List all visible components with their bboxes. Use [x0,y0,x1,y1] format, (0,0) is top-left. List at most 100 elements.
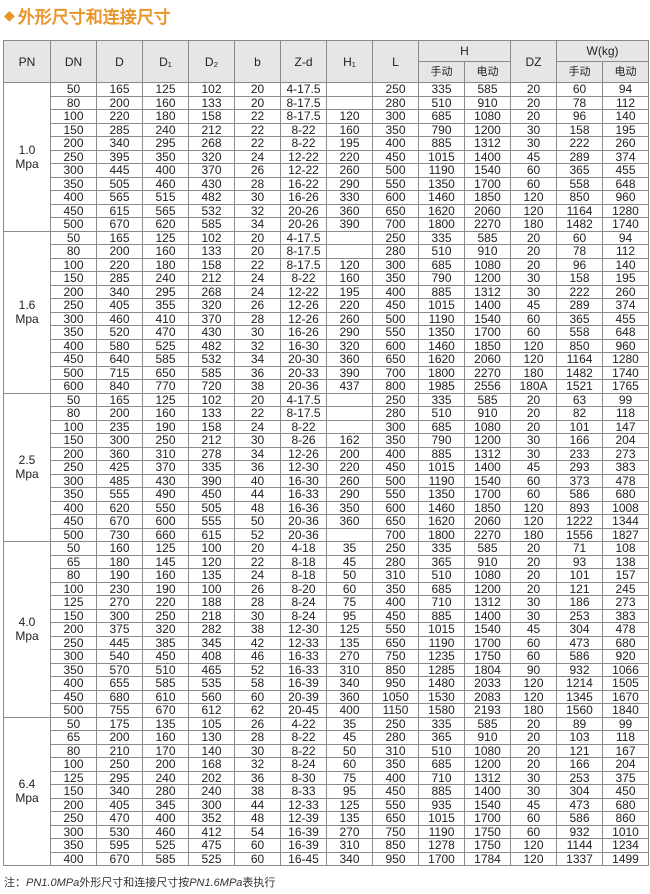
cell-h-electric: 1700 [463,487,512,502]
cell-w-electric: 960 [602,338,650,353]
cell-b: 50 [234,514,281,529]
cell-dz: 60 [510,811,558,826]
cell-w-manual: 82 [556,406,604,421]
cell-h1: 437 [326,379,373,394]
cell-d1: 125 [142,541,189,556]
cell-h-manual: 1350 [418,325,465,340]
cell-w-electric: 1740 [602,365,650,380]
cell-dz: 45 [510,298,558,313]
cell-l: 550 [372,797,419,812]
cell-w-electric: 1234 [602,838,650,853]
cell-d: 570 [96,662,143,677]
cell-dn: 400 [50,500,97,515]
header-d1: D₁ [142,40,189,83]
cell-zd: 12-26 [280,311,327,326]
cell-dz: 60 [510,473,558,488]
cell-b: 26 [234,581,281,596]
cell-dz: 120 [510,203,558,218]
cell-d2: 158 [188,419,235,434]
cell-w-electric: 99 [602,716,650,731]
cell-l: 450 [372,298,419,313]
cell-dn: 80 [50,244,97,259]
cell-d: 620 [96,500,143,515]
table-row: 400 580 525 482 32 16-30 320 600 1460 1850 120 850 9… [4,338,650,353]
cell-h1: 390 [326,217,373,232]
cell-d: 485 [96,473,143,488]
cell-dz: 20 [510,568,558,583]
cell-dz: 60 [510,163,558,178]
cell-w-manual: 304 [556,784,604,799]
pn-value: 4.0 [18,615,36,630]
cell-h-manual: 1285 [418,662,465,677]
cell-dz: 20 [510,406,558,421]
cell-dz: 20 [510,257,558,272]
cell-d2: 212 [188,122,235,137]
table-row: 350 570 510 465 52 16-33 310 850 1285 1804 90 932 10… [4,662,650,677]
cell-w-manual: 63 [556,392,604,407]
cell-dz: 60 [510,824,558,839]
cell-d: 615 [96,203,143,218]
cell-zd: 12-26 [280,298,327,313]
table-row: 80 210 170 140 30 8-22 50 310 510 1080 20 121 167 [4,743,650,758]
cell-d2: 158 [188,257,235,272]
cell-dn: 200 [50,622,97,637]
cell-b: 22 [234,554,281,569]
cell-w-electric: 1840 [602,703,650,718]
cell-dz: 20 [510,244,558,259]
cell-h-electric: 1080 [463,743,512,758]
cell-d1: 400 [142,163,189,178]
cell-d1: 160 [142,568,189,583]
cell-dz: 180 [510,365,558,380]
cell-d1: 490 [142,487,189,502]
cell-l: 400 [372,446,419,461]
table-row: 4.0 Mpa 50 160 125 100 20 4-18 35 250 335 585 20 71 10… [3,541,650,718]
cell-h-electric: 1200 [463,581,512,596]
cell-b: 48 [234,811,281,826]
cell-d2: 465 [188,662,235,677]
cell-w-electric: 99 [602,392,650,407]
table-row: 300 445 400 370 26 12-22 260 500 1190 1540 60 365 45… [4,163,650,178]
cell-zd: 16-39 [280,824,327,839]
cell-dn: 125 [50,770,97,785]
cell-h1: 125 [326,797,373,812]
cell-b: 60 [234,689,281,704]
cell-dn: 50 [50,230,97,245]
cell-h1: 135 [326,811,373,826]
cell-h-electric: 1200 [463,757,512,772]
pn-unit: Mpa [15,791,39,806]
cell-d1: 565 [142,203,189,218]
cell-dz: 120 [510,190,558,205]
cell-l: 500 [372,163,419,178]
cell-h1 [326,406,373,421]
cell-h-manual: 790 [418,122,465,137]
cell-d: 200 [96,406,143,421]
cell-h1: 290 [326,176,373,191]
cell-zd: 16-30 [280,338,327,353]
pn-group-cell: 6.4 Mpa [3,716,51,866]
cell-l: 250 [372,541,419,556]
cell-dn: 450 [50,352,97,367]
cell-h-manual: 1190 [418,824,465,839]
cell-zd: 8-22 [280,743,327,758]
cell-l: 350 [372,122,419,137]
cell-dz: 30 [510,446,558,461]
cell-b: 34 [234,217,281,232]
cell-zd: 12-39 [280,811,327,826]
cell-h-electric: 2270 [463,365,512,380]
table-row: 150 285 240 212 24 8-22 160 350 790 1200 30 158 195 [4,271,650,286]
table-row: 400 620 550 505 48 16-36 350 600 1460 1850 120 893 1… [4,500,650,515]
cell-d2: 430 [188,325,235,340]
cell-w-manual: 293 [556,460,604,475]
cell-l: 950 [372,676,419,691]
cell-h1: 260 [326,311,373,326]
cell-w-electric: 1280 [602,352,650,367]
cell-w-manual: 186 [556,595,604,610]
cell-w-manual: 473 [556,797,604,812]
cell-w-manual: 1560 [556,703,604,718]
cell-zd: 8-17.5 [280,109,327,124]
cell-h-electric: 2556 [463,379,512,394]
cell-h1 [326,527,373,542]
cell-h-manual: 1620 [418,514,465,529]
pn-unit: Mpa [15,156,39,171]
cell-h-manual: 510 [418,743,465,758]
